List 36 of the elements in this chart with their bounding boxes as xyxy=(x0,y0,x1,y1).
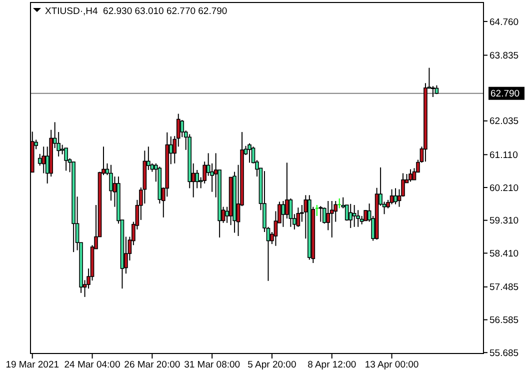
y-tick-label: 57.485 xyxy=(490,282,519,294)
y-tick-label: 56.585 xyxy=(490,315,519,326)
candlestick xyxy=(348,203,352,228)
x-tick-label: 19 Mar 2021 xyxy=(6,360,60,370)
candlestick xyxy=(390,188,394,205)
candlestick xyxy=(330,200,334,238)
y-tick-label: 58.410 xyxy=(490,248,519,260)
candlestick xyxy=(408,168,412,182)
candlestick xyxy=(314,204,319,216)
ref-line-label: 62.790 xyxy=(490,88,520,100)
y-tick-label: 61.110 xyxy=(490,150,518,161)
candlestick xyxy=(318,206,323,222)
candlestick xyxy=(281,200,286,228)
candlestick xyxy=(337,198,342,209)
y-tick-label: 62.035 xyxy=(490,116,519,128)
y-tick-label: 55.685 xyxy=(490,348,519,359)
candlestick xyxy=(352,204,356,228)
y-tick-label: 60.210 xyxy=(490,182,519,194)
y-tick-label: 64.760 xyxy=(490,16,519,28)
candlestick xyxy=(38,153,42,166)
candlestick xyxy=(296,207,300,228)
candlestick xyxy=(42,146,46,174)
x-tick-label: 24 Mar 04:00 xyxy=(64,360,120,370)
x-tick-label: 13 Apr 00:00 xyxy=(364,360,419,370)
y-tick-label: 63.835 xyxy=(490,50,519,62)
chart-title: XTIUSD·,H4 62.930 63.010 62.770 62.790 xyxy=(45,6,228,17)
x-tick-label: 26 Mar 20:00 xyxy=(124,360,180,370)
candlestick xyxy=(248,142,252,164)
candlestick xyxy=(195,169,199,189)
candlestick xyxy=(431,86,435,98)
candlestick xyxy=(64,148,68,172)
x-tick-label: 5 Apr 20:00 xyxy=(248,360,296,370)
x-tick-label: 8 Apr 12:00 xyxy=(308,360,356,370)
x-tick-label: 31 Mar 08:00 xyxy=(184,360,240,370)
candlestick xyxy=(394,188,398,205)
y-tick-label: 59.310 xyxy=(490,216,519,227)
